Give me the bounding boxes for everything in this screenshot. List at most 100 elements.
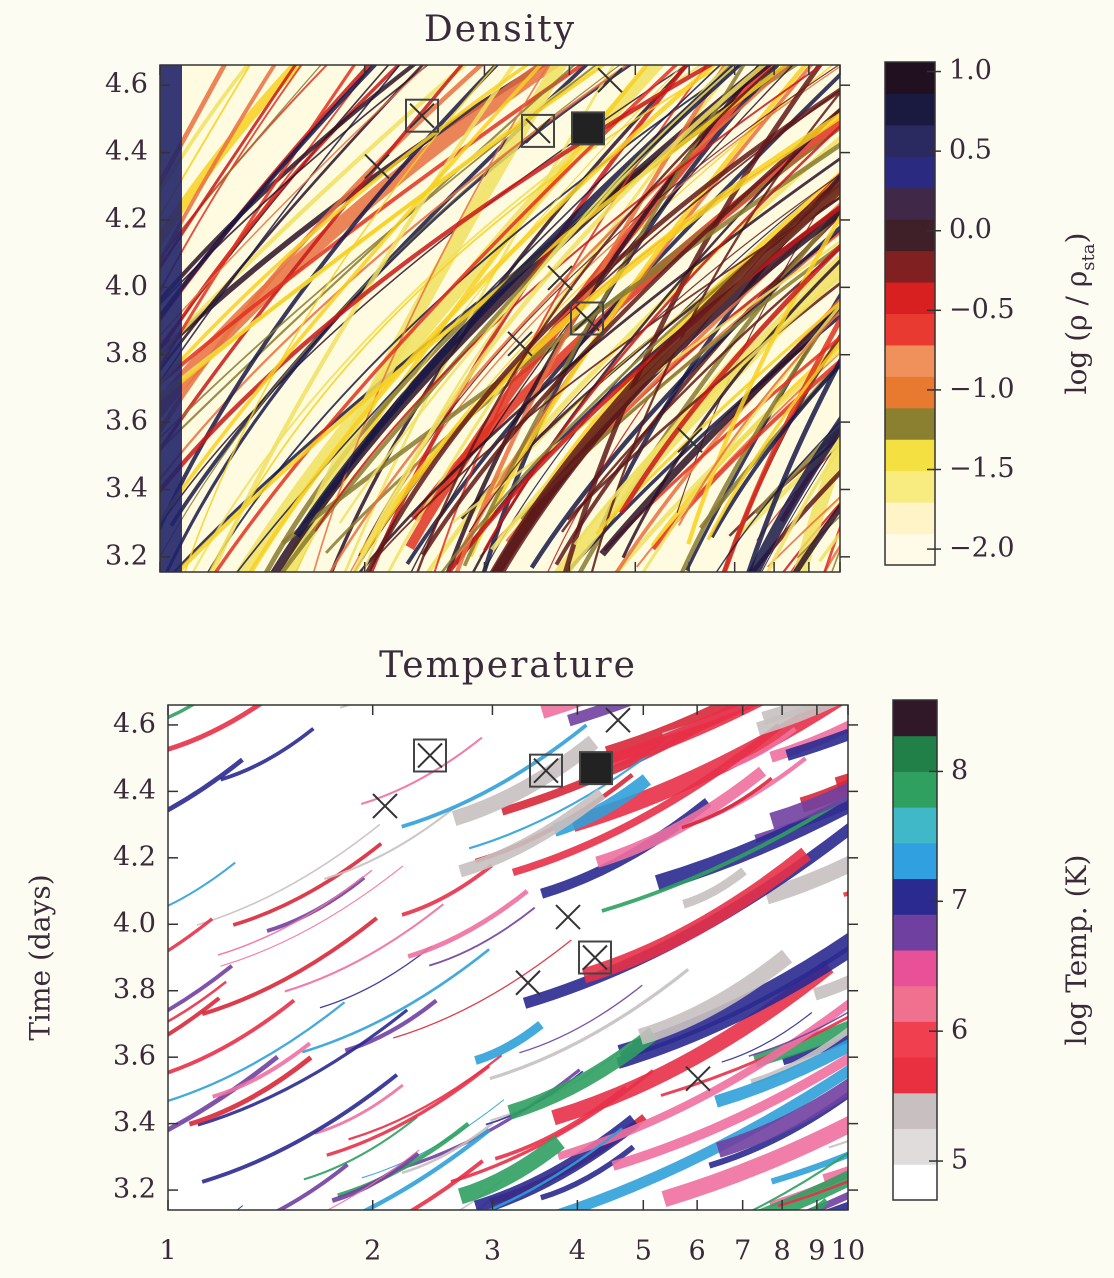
y-tick-label: 4.2 [113,841,156,872]
streak [551,960,834,1126]
field-image [160,65,840,572]
streak [661,1115,848,1207]
y-tick-label: 4.6 [105,69,148,100]
y-axis-label: Time (days) [24,874,57,1040]
streak [570,705,844,832]
streak [770,1151,848,1185]
marker-box [529,753,563,788]
y-tick-label: 3.4 [113,1107,156,1138]
streak [323,806,457,881]
streak [638,949,793,1045]
streak [160,65,373,347]
streak [217,869,373,956]
colorbar-tick-label: −0.5 [949,294,1015,325]
streak [314,1083,404,1135]
x-tick-label: 6 [689,1236,706,1267]
streak [168,964,234,1013]
streak [168,917,214,953]
colorbar-label: log Temp. (K) [1060,855,1093,1046]
streak [564,314,840,572]
marker-cross [515,970,541,996]
streak [176,1238,248,1274]
colorbar-band [885,407,935,440]
streak [416,65,778,572]
streak [748,415,840,572]
streak [451,735,599,826]
colorbar-band [885,156,935,189]
streak [716,1078,848,1158]
marker-cross [597,67,623,93]
streak [782,501,840,572]
colorbar-band [893,1057,937,1094]
marker-box [571,111,605,146]
streak [160,65,576,452]
streak [168,861,236,907]
streak [489,176,840,572]
y-tick-label: 3.2 [105,540,148,571]
x-tick-label: 5 [635,1236,652,1267]
streak [767,495,840,568]
streak [792,503,840,572]
streak [220,865,404,967]
streak [562,65,823,572]
streak [168,705,263,752]
streak [756,705,839,736]
streak [834,773,848,794]
x-tick-label: 1 [159,1236,176,1267]
streak [301,948,490,1054]
colorbar-band [885,376,935,409]
streak [328,65,791,572]
streak [777,1179,848,1208]
streak [754,425,840,516]
streak [420,107,840,557]
streak [160,65,530,386]
streak [554,211,840,566]
streak [236,65,722,572]
streak [660,1015,848,1097]
streak [168,980,227,1023]
streak [738,437,840,537]
streak [540,1144,636,1201]
colorbar-band [885,62,935,94]
streak [337,1122,470,1198]
streak [752,1020,848,1068]
streak [352,65,768,572]
colorbar-band [893,914,937,951]
streak [160,65,543,524]
streak [326,1149,420,1210]
y-tick-label: 3.8 [113,974,156,1005]
colorbar-frame [892,699,938,1201]
y-tick-label: 4.0 [113,908,156,939]
colorbar-band [885,124,935,157]
streak [577,205,840,572]
marker-cross [574,305,600,332]
streak [160,65,428,337]
streak [196,823,381,926]
colorbar-band [893,950,937,987]
colorbar-tick-label: 5 [951,1145,968,1176]
streak [706,340,840,541]
streak [160,65,251,219]
streak [681,776,773,830]
streak [168,996,221,1038]
streak [166,65,688,516]
marker-cross [372,793,398,819]
colorbar-band [893,985,937,1022]
streak [319,945,433,1009]
x-tick-label: 10 [831,1236,865,1267]
streak [507,1027,659,1120]
streak [721,315,840,572]
streak [201,1073,399,1184]
streak [750,1151,848,1210]
marker-box [570,301,604,336]
streak [710,361,840,539]
dense-edge [160,65,182,572]
streak [557,999,848,1161]
x-tick-label: 3 [484,1236,501,1267]
streak [168,757,244,813]
streak [765,444,840,572]
streak [160,65,586,386]
marker-cross [409,102,435,129]
streak [303,1116,418,1181]
streak [468,173,840,533]
